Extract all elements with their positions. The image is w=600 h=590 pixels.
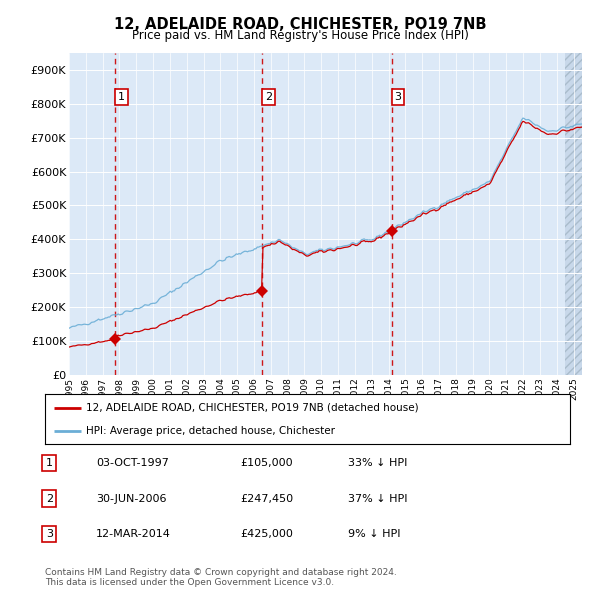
Text: 2: 2	[46, 494, 53, 503]
Text: 3: 3	[394, 92, 401, 102]
Text: 12-MAR-2014: 12-MAR-2014	[96, 529, 171, 539]
Text: 12, ADELAIDE ROAD, CHICHESTER, PO19 7NB (detached house): 12, ADELAIDE ROAD, CHICHESTER, PO19 7NB …	[86, 402, 419, 412]
Text: 1: 1	[118, 92, 125, 102]
Text: 30-JUN-2006: 30-JUN-2006	[96, 494, 167, 503]
Text: 9% ↓ HPI: 9% ↓ HPI	[348, 529, 401, 539]
Text: £105,000: £105,000	[240, 458, 293, 468]
Bar	[565, 53, 599, 375]
Bar	[565, 53, 599, 375]
Text: Price paid vs. HM Land Registry's House Price Index (HPI): Price paid vs. HM Land Registry's House …	[131, 30, 469, 42]
Text: HPI: Average price, detached house, Chichester: HPI: Average price, detached house, Chic…	[86, 426, 335, 436]
Text: 2: 2	[265, 92, 272, 102]
Text: £425,000: £425,000	[240, 529, 293, 539]
Text: 03-OCT-1997: 03-OCT-1997	[96, 458, 169, 468]
Text: 3: 3	[46, 529, 53, 539]
Text: 12, ADELAIDE ROAD, CHICHESTER, PO19 7NB: 12, ADELAIDE ROAD, CHICHESTER, PO19 7NB	[114, 17, 486, 31]
Text: Contains HM Land Registry data © Crown copyright and database right 2024.
This d: Contains HM Land Registry data © Crown c…	[45, 568, 397, 587]
Text: 33% ↓ HPI: 33% ↓ HPI	[348, 458, 407, 468]
Text: £247,450: £247,450	[240, 494, 293, 503]
Text: 37% ↓ HPI: 37% ↓ HPI	[348, 494, 407, 503]
Text: 1: 1	[46, 458, 53, 468]
